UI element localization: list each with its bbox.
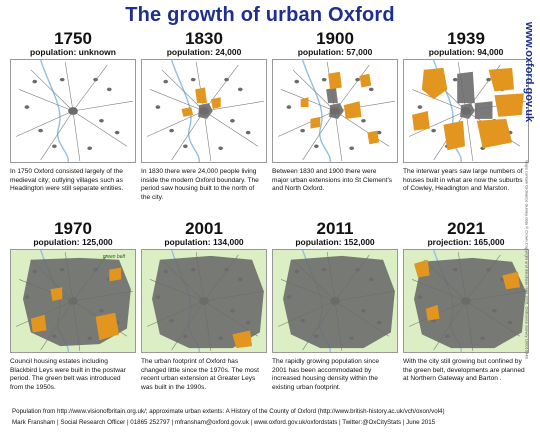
- map-1830: [141, 59, 267, 163]
- green-belt-label: green belt: [102, 254, 125, 260]
- map-credit-text: Maps contain Ordnance Survey data © Crow…: [524, 160, 530, 360]
- map-1939: [403, 59, 529, 163]
- map-2001: [141, 249, 267, 353]
- map-svg: [408, 60, 526, 162]
- panel-population: projection: 165,000: [427, 237, 505, 247]
- panel-description: With the city still growing but confined…: [403, 358, 525, 383]
- panel-population: population: 94,000: [428, 47, 504, 57]
- panel-description: The urban footprint of Oxford has change…: [141, 358, 259, 391]
- panel-population: population: 134,000: [164, 237, 244, 247]
- panel-year: 1970: [54, 219, 92, 238]
- page-title: The growth of urban Oxford: [125, 4, 395, 26]
- website-url-text[interactable]: www.oxford.gov.uk: [523, 21, 535, 123]
- panel-year: 1900: [316, 29, 354, 48]
- map-svg: [277, 60, 395, 162]
- map-1900: [272, 59, 398, 163]
- panel-description: The rapidly growing population since 200…: [272, 358, 380, 391]
- panel-description: Council housing estates including Blackb…: [10, 358, 126, 391]
- map-svg: [408, 250, 526, 352]
- panel-description: Between 1830 and 1900 there were major u…: [272, 168, 393, 193]
- panel-population: population: 57,000: [297, 47, 373, 57]
- map-svg: [15, 60, 133, 162]
- map-svg: [15, 250, 133, 352]
- map-2021: [403, 249, 529, 353]
- panel-year: 1939: [447, 29, 485, 48]
- map-2011: [272, 249, 398, 353]
- panel-year: 2011: [316, 219, 354, 238]
- map-1970: green belt: [10, 249, 136, 353]
- panel-description: In 1830 there were 24,000 people living …: [141, 168, 259, 201]
- website-url[interactable]: www.oxford.gov.uk: [518, 20, 540, 130]
- panel-description: The interwar years saw large numbers of …: [403, 168, 523, 193]
- map-1750: [10, 59, 136, 163]
- panel-population: population: 125,000: [33, 237, 113, 247]
- panel-population: population: unknown: [30, 47, 116, 57]
- map-svg: [277, 250, 395, 352]
- map-svg: [146, 250, 264, 352]
- map-svg: [146, 60, 264, 162]
- footer-author: Mark Fransham | Social Research Officer …: [12, 419, 436, 426]
- panel-year: 2001: [185, 219, 223, 238]
- panel-year: 1830: [185, 29, 223, 48]
- panel-year: 1750: [54, 29, 92, 48]
- panel-year: 2021: [447, 219, 485, 238]
- map-credit: Maps contain Ordnance Survey data © Crow…: [520, 130, 534, 390]
- panel-population: population: 152,000: [295, 237, 375, 247]
- footer-sources: Population from http://www.visionofbrita…: [12, 408, 445, 415]
- panel-population: population: 24,000: [166, 47, 242, 57]
- panel-description: In 1750 Oxford consisted largely of the …: [10, 168, 124, 193]
